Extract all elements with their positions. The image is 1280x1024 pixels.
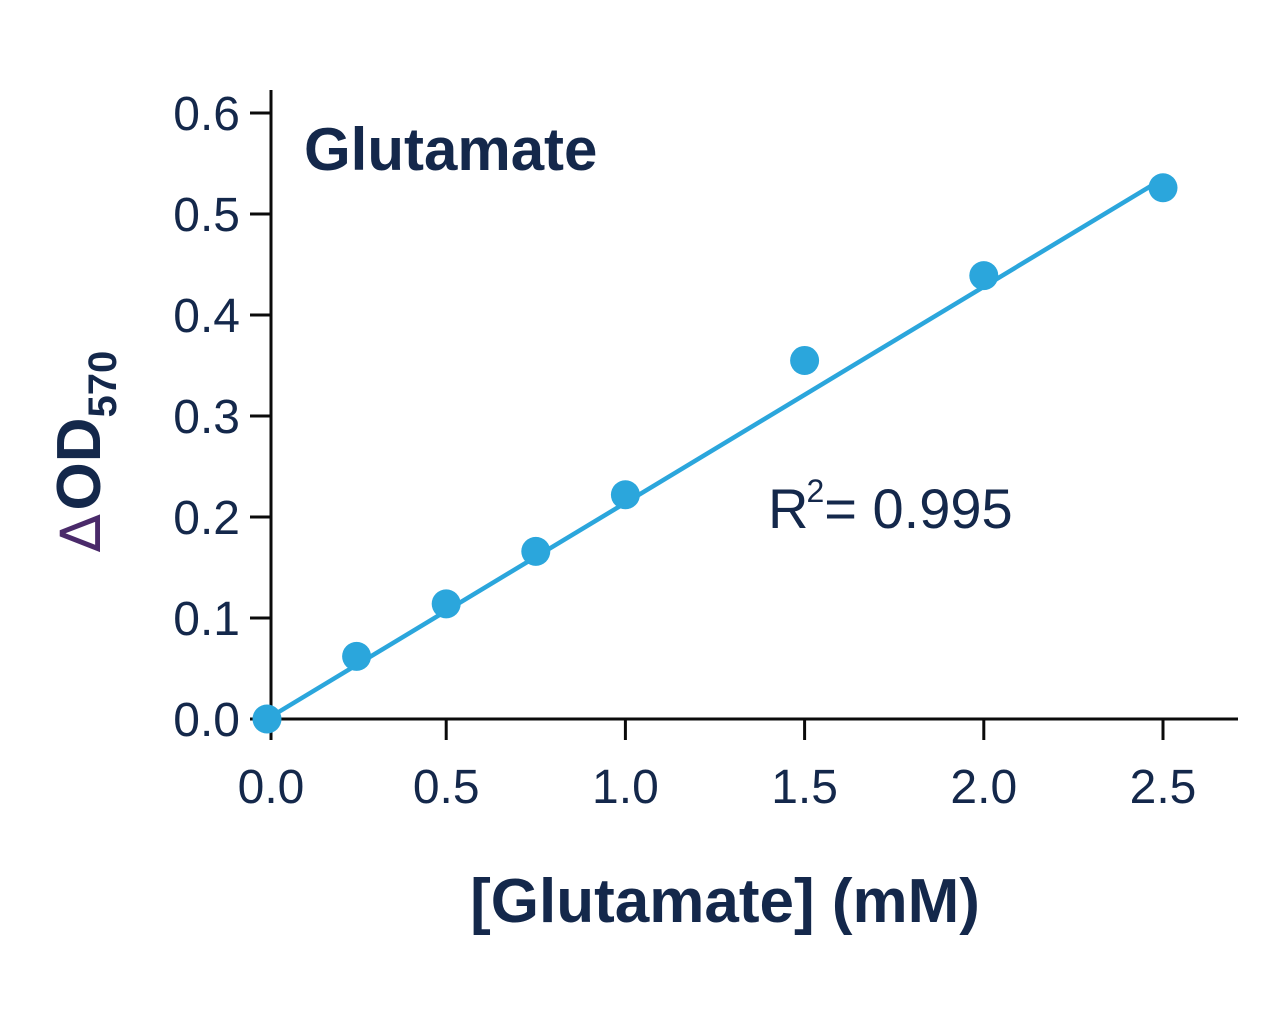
chart-title: Glutamate — [304, 116, 597, 183]
y-tick-label: 0.5 — [173, 189, 240, 242]
y-axis-label: ∆OD570 — [45, 351, 125, 553]
y-tick-label: 0.0 — [173, 694, 240, 747]
x-tick-label: 1.0 — [592, 761, 659, 814]
data-point — [431, 589, 461, 619]
x-tick-label: 1.5 — [771, 761, 838, 814]
data-point — [342, 641, 372, 671]
x-tick-label: 0.5 — [413, 761, 480, 814]
r2-value: = 0.995 — [824, 477, 1012, 540]
data-point — [610, 480, 640, 510]
x-tick-label: 2.5 — [1130, 761, 1197, 814]
y-ticks: 0.0 0.1 0.2 0.3 0.4 0.5 0.6 — [173, 88, 271, 747]
y-tick-label: 0.3 — [173, 391, 240, 444]
data-point — [521, 536, 551, 566]
y-tick-label: 0.1 — [173, 593, 240, 646]
fit-line — [265, 176, 1165, 721]
y-axis-label-delta: ∆ — [49, 514, 114, 553]
x-ticks: 0.0 0.5 1.0 1.5 2.0 2.5 — [238, 719, 1197, 814]
y-tick-label: 0.6 — [173, 88, 240, 141]
x-tick-label: 0.0 — [238, 761, 305, 814]
y-tick-label: 0.4 — [173, 290, 240, 343]
r2-annotation: R2= 0.995 — [768, 473, 1013, 540]
svg-text:∆OD570: ∆OD570 — [45, 351, 125, 553]
r2-r: R — [768, 477, 808, 540]
data-points — [252, 173, 1178, 734]
y-axis-label-main: OD — [45, 418, 114, 511]
x-axis-label: [Glutamate] (mM) — [470, 867, 980, 936]
y-tick-label: 0.2 — [173, 492, 240, 545]
x-tick-label: 2.0 — [950, 761, 1017, 814]
y-axis-label-subscript: 570 — [81, 351, 125, 418]
data-point — [969, 261, 999, 291]
data-point — [790, 345, 820, 375]
data-point — [1148, 173, 1178, 203]
r2-superscript: 2 — [806, 473, 824, 509]
data-point — [252, 704, 282, 734]
